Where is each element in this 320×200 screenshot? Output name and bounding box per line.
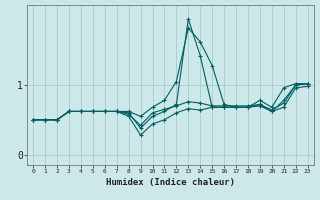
X-axis label: Humidex (Indice chaleur): Humidex (Indice chaleur) bbox=[106, 178, 235, 187]
